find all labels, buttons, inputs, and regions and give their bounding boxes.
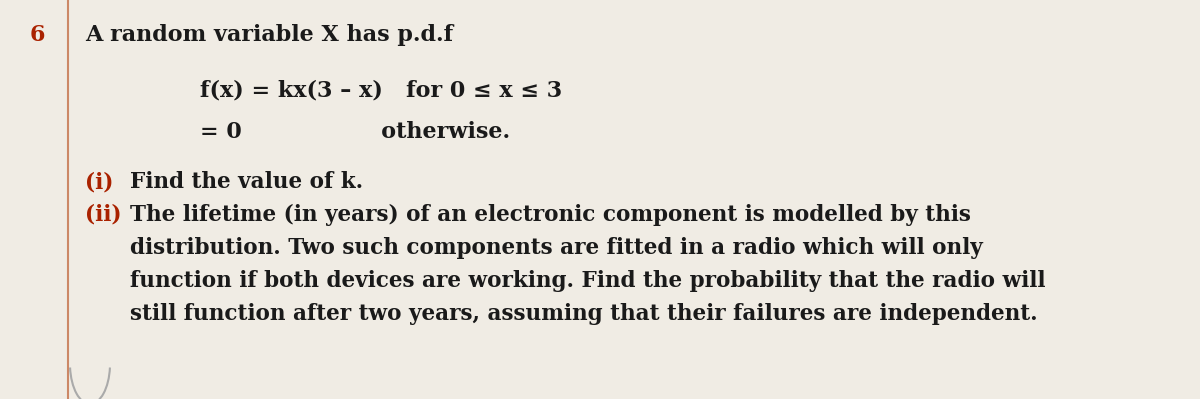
Text: The lifetime (in years) of an electronic component is modelled by this: The lifetime (in years) of an electronic… [130, 204, 971, 226]
Text: A random variable X has p.d.f: A random variable X has p.d.f [85, 24, 454, 46]
Text: distribution. Two such components are fitted in a radio which will only: distribution. Two such components are fi… [130, 237, 983, 259]
Text: (i): (i) [85, 171, 113, 193]
Text: 6: 6 [30, 24, 46, 46]
Text: = 0                  otherwise.: = 0 otherwise. [200, 121, 510, 143]
Text: Find the value of k.: Find the value of k. [130, 171, 364, 193]
Text: still function after two years, assuming that their failures are independent.: still function after two years, assuming… [130, 303, 1038, 325]
Text: f(x) = kx(3 – x)   for 0 ≤ x ≤ 3: f(x) = kx(3 – x) for 0 ≤ x ≤ 3 [200, 79, 562, 101]
Text: (ii): (ii) [85, 204, 121, 226]
Text: function if both devices are working. Find the probability that the radio will: function if both devices are working. Fi… [130, 270, 1045, 292]
